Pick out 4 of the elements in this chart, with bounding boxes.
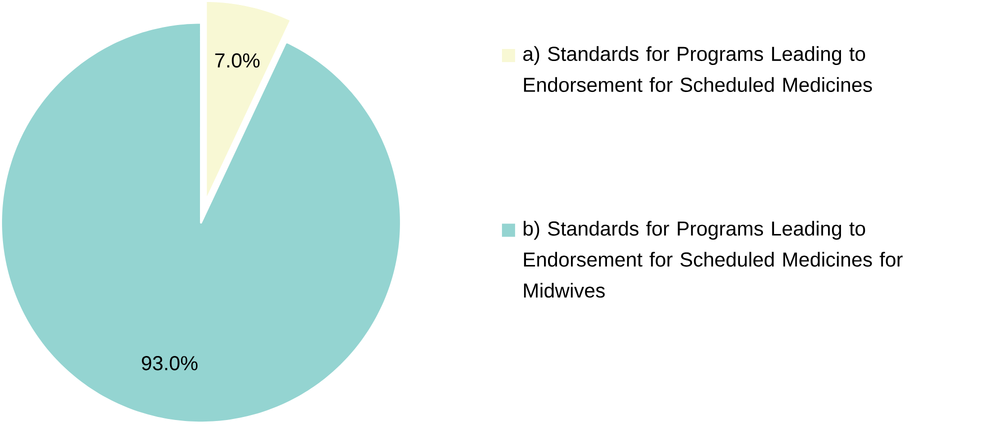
legend-label: b) Standards for Programs Leading to Endorsement for Scheduled Medicines for Midwives: [524, 221, 903, 298]
data-label: 93.0%: [142, 356, 198, 370]
legend-label: a) Standards for Programs Leading to Endorsement for Scheduled Medicines: [523, 46, 872, 92]
data-label: 7.0%: [215, 53, 260, 68]
